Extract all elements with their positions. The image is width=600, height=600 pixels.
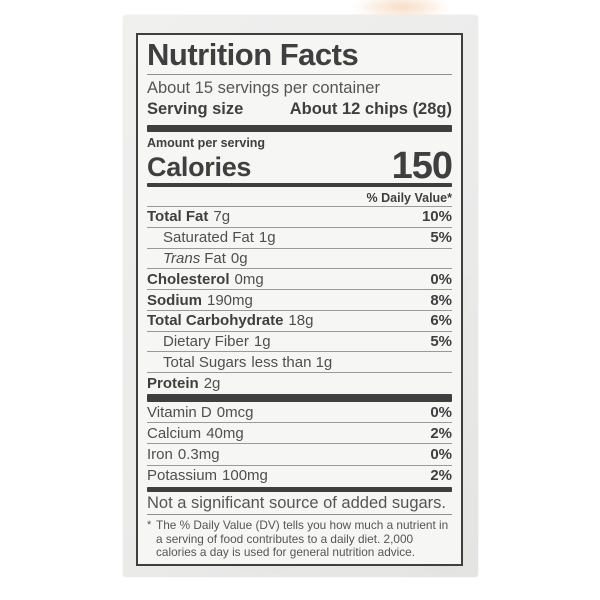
- nutrient-name: Saturated Fat: [163, 229, 254, 247]
- nutrient-row-sodium: Sodium 190mg 8%: [147, 289, 452, 310]
- nutrient-dv: 2%: [430, 424, 452, 442]
- serving-size-value: About 12 chips (28g): [289, 100, 452, 118]
- amount-per-serving-label: Amount per serving: [147, 136, 266, 150]
- nutrient-name: Total Carbohydrate: [147, 312, 284, 330]
- servings-per-container: About 15 servings per container: [147, 79, 380, 97]
- footnote-text: The % Daily Value (DV) tells you how muc…: [156, 518, 449, 559]
- medium-divider-bar: [147, 183, 452, 187]
- nutrient-amount: 0mcg: [216, 403, 254, 421]
- nutrient-amount: 18g: [288, 312, 314, 330]
- nutrient-row-dietary-fiber: Dietary Fiber 1g 5%: [147, 330, 452, 352]
- nutrient-name: Sodium: [147, 291, 202, 309]
- nutrient-dv: 5%: [430, 333, 452, 351]
- micronutrient-row-potassium: Potassium 100mg 2%: [147, 464, 452, 486]
- nutrient-dv: 0%: [430, 403, 452, 421]
- nutrient-row-cholesterol: Cholesterol 0mg 0%: [147, 268, 452, 289]
- nutrient-name: Total Fat: [147, 208, 209, 226]
- nutrition-facts-label: Nutrition Facts About 15 servings per co…: [136, 33, 463, 566]
- nutrient-name: Protein: [147, 374, 199, 392]
- nutrient-name: Cholesterol: [147, 270, 230, 288]
- added-sugars-disclaimer: Not a significant source of added sugars…: [147, 494, 447, 513]
- nutrient-dv: 2%: [430, 467, 452, 485]
- nutrient-dv: 0%: [430, 270, 452, 288]
- medium-divider-bar: [147, 486, 452, 493]
- calories-label: Calories: [147, 152, 252, 182]
- daily-value-header: % Daily Value*: [366, 191, 452, 205]
- nutrient-dv: 5%: [430, 229, 452, 247]
- nutrient-amount: 40mg: [206, 424, 244, 442]
- serving-size-label: Serving size: [147, 100, 244, 118]
- divider: [147, 514, 452, 516]
- nutrient-dv: 8%: [430, 291, 452, 309]
- micronutrient-row-iron: Iron 0.3mg 0%: [147, 443, 452, 464]
- thick-divider-bar: [147, 125, 452, 132]
- calories-row: Calories 150: [147, 145, 453, 187]
- divider: [147, 74, 452, 75]
- nutrient-amount: 2g: [203, 374, 221, 392]
- nutrient-row-total-sugars: Total Sugars less than 1g: [147, 351, 452, 372]
- nutrient-amount: 1g: [253, 333, 271, 351]
- footnote-asterisk: *: [147, 519, 152, 532]
- nutrient-row-saturated-fat: Saturated Fat 1g 5%: [147, 226, 452, 248]
- nutrient-dv: 0%: [430, 446, 452, 464]
- nutrient-name: Vitamin D: [147, 403, 212, 421]
- nutrient-name: Calcium: [147, 424, 202, 442]
- nutrient-row-total-carbohydrate: Total Carbohydrate 18g 6%: [147, 309, 452, 331]
- thick-divider-bar: [147, 394, 452, 403]
- nutrient-amount: 7g: [213, 208, 231, 226]
- label-title: Nutrition Facts: [147, 37, 359, 72]
- micronutrient-row-vitamin-d: Vitamin D 0mcg 0%: [147, 402, 452, 422]
- nutrient-name: Iron: [147, 446, 173, 464]
- nutrient-name-italic: Trans: [163, 249, 201, 267]
- nutrient-amount: 1g: [258, 229, 276, 247]
- nutrient-amount: less than 1g: [251, 353, 333, 371]
- nutrient-name: Dietary Fiber: [163, 333, 249, 351]
- serving-size-row: Serving size About 12 chips (28g): [147, 99, 452, 120]
- nutrient-name: Total Sugars: [163, 353, 247, 371]
- nutrient-amount: 100mg: [222, 467, 268, 485]
- micronutrient-row-calcium: Calcium 40mg 2%: [147, 422, 452, 443]
- daily-value-footnote: * The % Daily Value (DV) tells you how m…: [147, 519, 452, 559]
- nutrient-dv: 6%: [430, 312, 452, 330]
- nutrient-amount: 0g: [230, 249, 248, 267]
- nutrient-row-total-fat: Total Fat 7g 10%: [147, 206, 452, 227]
- nutrient-name: Potassium: [147, 467, 218, 485]
- nutrient-amount: 0mg: [234, 270, 264, 288]
- nutrient-row-protein: Protein 2g: [147, 372, 452, 393]
- nutrient-row-trans-fat: Trans Fat 0g: [147, 247, 452, 269]
- calories-value: 150: [391, 145, 453, 187]
- nutrient-name: Fat: [204, 249, 226, 267]
- nutrient-amount: 190mg: [207, 291, 253, 309]
- nutrient-amount: 0.3mg: [177, 446, 220, 464]
- nutrient-dv: 10%: [421, 208, 452, 226]
